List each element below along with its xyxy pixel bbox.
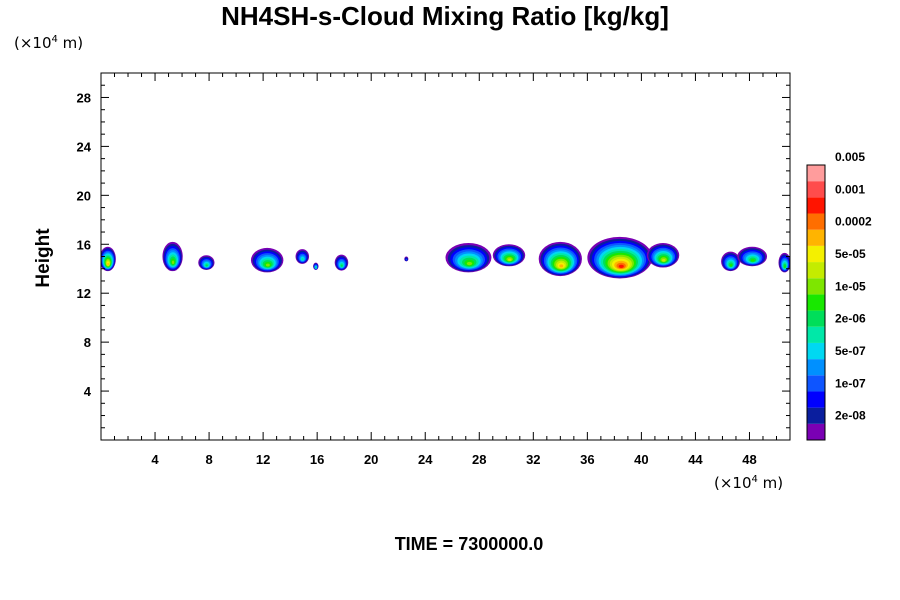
y-axis-unit: (×104 m) — [14, 34, 83, 52]
cloud-contour-level — [301, 258, 304, 261]
colorbar-label: 0.001 — [835, 182, 865, 196]
cloud-cell — [162, 241, 183, 272]
cloud-contour-level — [107, 262, 109, 266]
cloud-field — [101, 236, 790, 279]
cloud-contour-level — [171, 260, 175, 265]
colorbar-swatch — [807, 181, 825, 198]
cloud-cell — [295, 249, 310, 264]
y-tick-label: 12 — [77, 286, 91, 301]
cloud-contour-level — [265, 263, 270, 267]
cloud-contour-level — [466, 261, 473, 266]
colorbar-frame — [806, 164, 826, 441]
x-tick-label: 28 — [472, 452, 486, 467]
cloud-contour-level — [784, 265, 786, 268]
colorbar-swatch — [807, 359, 825, 376]
y-unit-tail: m) — [58, 34, 83, 52]
cloud-contour-level — [340, 264, 343, 267]
colorbar-swatch — [807, 278, 825, 295]
x-tick-label: 20 — [364, 452, 378, 467]
cloud-cell — [492, 244, 526, 267]
colorbar-swatch — [807, 197, 825, 214]
colorbar-label: 1e-05 — [835, 279, 866, 293]
x-tick-label: 24 — [418, 452, 433, 467]
cloud-contour-level — [405, 259, 407, 261]
chart-title: NH4SH-s-Cloud Mixing Ratio [kg/kg] — [221, 1, 669, 31]
cloud-contour-level — [729, 263, 733, 267]
cloud-contour-level — [507, 258, 512, 261]
colorbar-label: 0.0002 — [835, 215, 872, 229]
cloud-cell — [721, 251, 741, 272]
cloud-cell — [587, 236, 653, 279]
cloud-cell — [334, 254, 349, 271]
colorbar-swatch — [807, 342, 825, 360]
cloud-cell — [538, 241, 582, 277]
x-unit-base: (×10 — [714, 474, 752, 492]
cloud-cell — [778, 252, 790, 273]
x-tick-label: 44 — [688, 452, 703, 467]
colorbar-swatch — [807, 213, 825, 230]
cloud-contour-level — [205, 264, 208, 267]
cloud-contour-level — [559, 264, 564, 268]
x-tick-label: 12 — [256, 452, 270, 467]
colorbar-swatch — [807, 245, 825, 263]
cloud-cell — [737, 246, 768, 267]
time-label: TIME = 7300000.0 — [395, 534, 544, 554]
colorbar-swatch — [807, 294, 825, 311]
colorbar-swatch — [807, 262, 825, 279]
colorbar-label: 1e-07 — [835, 376, 866, 390]
colorbar-swatch — [807, 375, 825, 392]
colorbar-swatch — [807, 310, 825, 327]
x-tick-label: 16 — [310, 452, 324, 467]
cloud-contour-level — [750, 259, 755, 262]
x-axis-unit: (×104 m) — [714, 474, 783, 492]
cloud-contour-level — [661, 258, 666, 262]
colorbar-label: 5e-05 — [835, 247, 866, 261]
colorbar-label: 0.005 — [835, 150, 865, 164]
y-tick-label: 20 — [77, 188, 91, 203]
colorbar-swatch — [807, 407, 825, 424]
colorbar-swatch — [807, 391, 825, 408]
colorbar-label: 5e-07 — [835, 344, 866, 358]
colorbar-swatch — [807, 229, 825, 246]
colorbar-swatch — [807, 423, 825, 440]
x-unit-exponent: 4 — [752, 474, 758, 485]
y-tick-label: 4 — [84, 384, 92, 399]
cloud-cell — [404, 256, 409, 262]
cloud-cell — [198, 255, 215, 270]
x-unit-tail: m) — [758, 474, 783, 492]
y-unit-exponent: 4 — [52, 34, 58, 45]
colorbar-swatch — [807, 165, 825, 182]
colorbar-label: 2e-08 — [835, 409, 866, 423]
y-tick-label: 16 — [77, 237, 91, 252]
cloud-contour-level — [315, 267, 317, 269]
cloud-contour-level — [618, 264, 624, 268]
y-tick-label: 24 — [77, 139, 92, 154]
colorbar-swatch — [807, 326, 825, 343]
x-tick-label: 8 — [205, 452, 212, 467]
y-unit-base: (×10 — [14, 34, 52, 52]
y-tick-label: 8 — [84, 335, 91, 350]
x-tick-label: 32 — [526, 452, 540, 467]
x-tick-label: 40 — [634, 452, 648, 467]
x-tick-label: 36 — [580, 452, 594, 467]
y-axis-label: Height — [33, 228, 54, 288]
cloud-cell — [250, 247, 284, 273]
colorbar-label: 2e-06 — [835, 312, 866, 326]
cloud-cell — [445, 243, 492, 273]
cloud-cell — [646, 243, 680, 268]
x-tick-label: 48 — [742, 452, 756, 467]
x-tick-label: 4 — [151, 452, 159, 467]
cloud-cell — [313, 262, 319, 270]
cloud-cell — [101, 246, 116, 272]
colorbar: 2e-08 1e-07 5e-07 2e-06 1e-05 5e-05 0.0002 0.00… — [806, 150, 872, 441]
y-tick-label: 28 — [77, 90, 91, 105]
